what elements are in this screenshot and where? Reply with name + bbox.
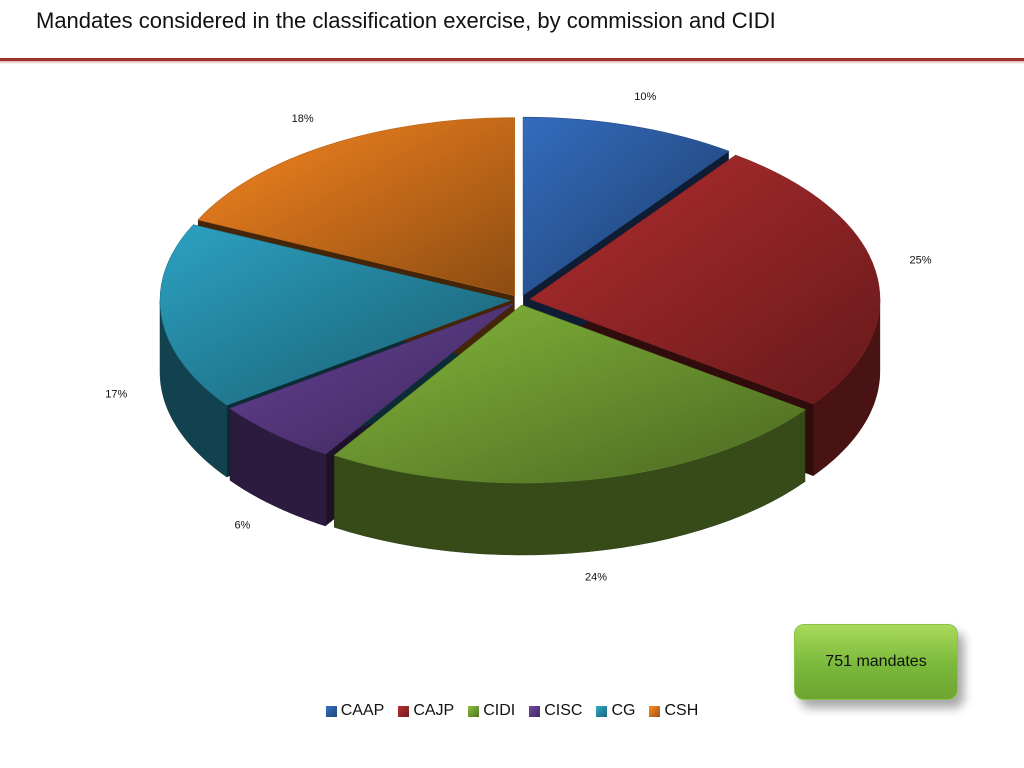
data-label-cg: 17% [105,388,127,400]
legend-item-cisc: CISC [529,702,582,720]
pie-slice-caap [522,116,730,296]
legend-item-cidi: CIDI [468,702,515,720]
mandates-callout: 751 mandates [794,624,958,700]
title-divider-shadow [0,61,1024,64]
legend-item-cg: CG [596,702,635,720]
pie-slice-cisc [229,303,514,455]
legend-label-csh: CSH [664,702,699,719]
legend-swatch-cajp [398,705,410,717]
legend-swatch-cidi [468,705,480,717]
legend-item-cajp: CAJP [398,702,454,720]
data-label-cajp: 25% [909,255,931,267]
legend-label-cg: CG [611,702,636,719]
legend-label-cisc: CISC [544,702,583,719]
pie-slice-cg [159,224,512,406]
pie-slice-cidi [333,304,806,484]
pie-slice-cajp [529,154,881,405]
legend-label-caap: CAAP [340,702,385,719]
data-label-caap: 10% [634,91,656,103]
mandates-callout-text: 751 mandates [825,653,927,670]
chart-legend: CAAP CAJP CIDI CISC CG CSH [0,702,1024,720]
page-title: Mandates considered in the classificatio… [36,8,776,33]
legend-swatch-csh [649,705,661,717]
data-label-csh: 18% [292,113,314,125]
legend-swatch-cg [596,705,608,717]
data-label-cisc: 6% [234,519,250,531]
data-label-cidi: 24% [585,572,607,584]
legend-label-cajp: CAJP [413,702,455,719]
legend-swatch-cisc [529,705,541,717]
legend-swatch-caap [325,705,337,717]
legend-item-caap: CAAP [325,702,385,720]
pie-chart: 10% 25% 24% 6% 17% 18% [105,91,931,584]
pie-slice-csh [197,117,515,297]
legend-label-cidi: CIDI [483,702,516,719]
title-divider [0,58,1024,61]
legend-item-csh: CSH [649,702,698,720]
